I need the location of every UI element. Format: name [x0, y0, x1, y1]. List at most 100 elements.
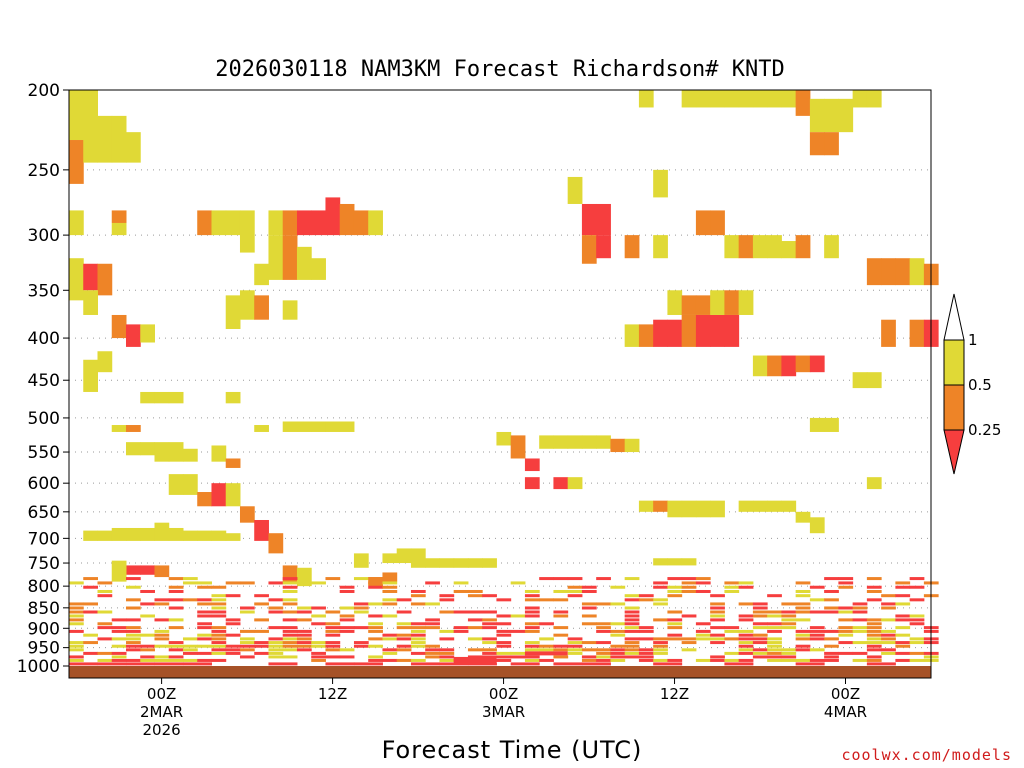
heatmap-cell	[282, 629, 298, 633]
heatmap-cell	[282, 648, 298, 652]
heatmap-cell	[710, 500, 725, 518]
heatmap-cell	[225, 651, 241, 655]
heatmap-cell	[83, 577, 98, 581]
heatmap-cell	[838, 629, 854, 633]
heatmap-cell	[239, 506, 255, 523]
heatmap-cell	[738, 90, 754, 108]
heatmap-cell	[97, 610, 113, 614]
heatmap-cell	[824, 98, 839, 133]
heatmap-cell	[824, 655, 839, 659]
heatmap-cell	[909, 641, 925, 645]
chart-title: 2026030118 NAM3KM Forecast Richardson# K…	[215, 57, 785, 82]
heatmap-cell	[596, 626, 611, 630]
heatmap-cell	[610, 622, 626, 626]
heatmap-cell	[795, 610, 811, 614]
heatmap-cell	[581, 589, 597, 593]
heatmap-cell	[496, 641, 512, 645]
heatmap-cell	[396, 548, 412, 564]
heatmap-cell	[667, 500, 683, 518]
heatmap-cell	[738, 644, 754, 648]
heatmap-cell	[296, 641, 312, 645]
heatmap-cell	[681, 641, 697, 645]
x-tick-label: 12Z	[318, 685, 347, 703]
heatmap-cell	[125, 662, 155, 666]
heatmap-cell	[581, 602, 597, 606]
heatmap-cell	[182, 581, 198, 585]
heatmap-cell	[69, 602, 84, 606]
heatmap-cell	[225, 295, 241, 330]
heatmap-cell	[453, 581, 469, 585]
heatmap-cell	[653, 169, 668, 198]
heatmap-cell	[653, 662, 683, 666]
heatmap-cell	[425, 618, 440, 622]
heatmap-cell	[624, 622, 640, 626]
heatmap-cell	[353, 662, 383, 666]
heatmap-cell	[638, 598, 654, 602]
heatmap-cell	[382, 651, 398, 655]
heatmap-cell	[111, 644, 127, 648]
heatmap-cell	[197, 633, 212, 637]
heatmap-cell	[111, 425, 127, 432]
heatmap-cell	[852, 618, 868, 622]
heatmap-cell	[781, 241, 797, 259]
heatmap-cell	[182, 658, 198, 662]
heatmap-cell	[866, 633, 882, 637]
heatmap-cell	[553, 477, 569, 490]
heatmap-cell	[211, 658, 227, 662]
heatmap-cell	[809, 658, 825, 662]
heatmap-cell	[710, 594, 725, 598]
heatmap-cell	[881, 629, 896, 633]
heatmap-cell	[681, 648, 697, 652]
heatmap-cell	[809, 585, 825, 589]
heatmap-cell	[311, 581, 326, 585]
heatmap-cell	[467, 648, 483, 652]
heatmap-cell	[410, 662, 440, 666]
heatmap-cell	[866, 589, 882, 593]
heatmap-cell	[852, 641, 868, 645]
x-tick-label: 12Z	[660, 685, 689, 703]
heatmap-cell	[69, 662, 98, 666]
heatmap-cell	[325, 626, 341, 630]
heatmap-cell	[881, 258, 896, 286]
heatmap-cell	[197, 626, 212, 630]
heatmap-cell	[638, 658, 654, 662]
heatmap-cell	[453, 558, 469, 568]
heatmap-cell	[724, 637, 740, 641]
heatmap-cell	[83, 602, 98, 606]
heatmap-cell	[97, 530, 113, 541]
heatmap-cell	[767, 614, 782, 618]
heatmap-cell	[268, 626, 284, 630]
heatmap-cell	[710, 614, 725, 618]
heatmap-cell	[824, 577, 839, 581]
heatmap-cell	[467, 589, 483, 593]
heatmap-cell	[368, 629, 383, 633]
heatmap-cell	[667, 319, 683, 347]
heatmap-cell	[83, 633, 98, 637]
heatmap-cell	[140, 565, 155, 575]
heatmap-cell	[824, 589, 839, 593]
heatmap-cell	[838, 577, 854, 581]
heatmap-cell	[767, 500, 782, 512]
heatmap-cell	[239, 210, 255, 253]
heatmap-cell	[866, 637, 882, 641]
heatmap-cell	[738, 633, 754, 637]
heatmap-cell	[695, 589, 711, 593]
heatmap-cell	[681, 589, 697, 593]
heatmap-cell	[795, 581, 811, 585]
heatmap-cell	[339, 585, 355, 589]
heatmap-cell	[69, 90, 84, 141]
heatmap-cell	[111, 637, 127, 641]
heatmap-cell	[467, 610, 483, 614]
heatmap-cell	[154, 658, 170, 662]
heatmap-cell	[881, 594, 896, 598]
heatmap-cell	[282, 589, 298, 593]
heatmap-cell	[624, 324, 640, 347]
heatmap-cell	[211, 644, 227, 648]
heatmap-cell	[339, 626, 355, 630]
heatmap-cell	[211, 637, 227, 641]
heatmap-cell	[282, 602, 298, 606]
heatmap-cell	[382, 581, 398, 585]
heatmap-cell	[809, 598, 825, 602]
heatmap-cell	[581, 622, 597, 626]
heatmap-cell	[638, 626, 654, 630]
